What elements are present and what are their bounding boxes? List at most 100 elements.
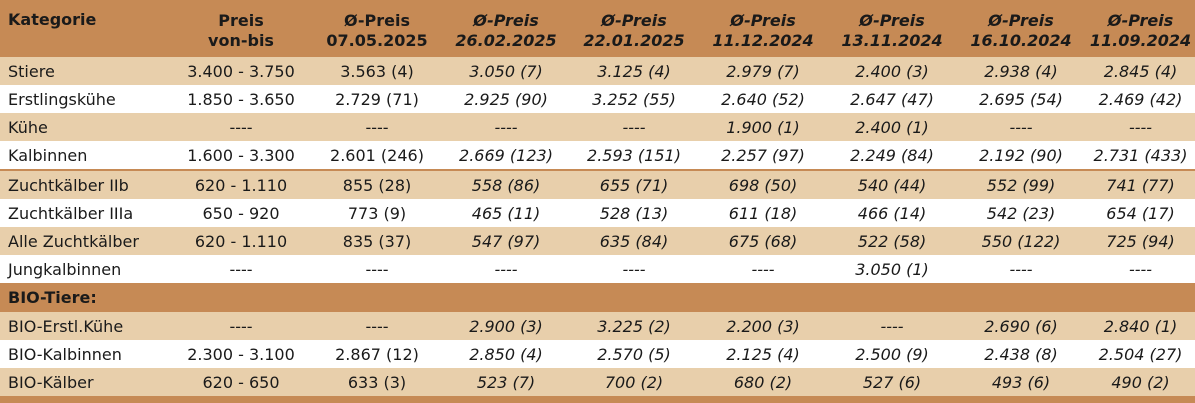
row-value: 2.729 (71) — [335, 89, 419, 109]
row-value: ---- — [365, 316, 389, 336]
row-category: BIO-Kalbinnen — [8, 344, 122, 364]
row-value: 547 (97) — [471, 231, 541, 251]
header-col-3-l2: 22.01.2025 — [583, 31, 685, 50]
row-value: ---- — [365, 259, 389, 279]
row-category: BIO-Kälber — [8, 372, 94, 392]
row-range: 650 - 920 — [202, 203, 280, 223]
row-value: 698 (50) — [728, 175, 798, 195]
row-value: 3.125 (4) — [597, 61, 671, 81]
header-col-1-l1: Ø-Preis — [343, 11, 410, 30]
row-value: 540 (44) — [857, 175, 927, 195]
header-col-1: Ø-Preis 07.05.2025 — [312, 0, 442, 51]
row-value: 611 (18) — [728, 203, 798, 223]
table-footer-band — [0, 396, 1195, 403]
table-row: Zuchtkälber IIIa 650 - 920 773 (9) 465 (… — [0, 199, 1195, 227]
row-value: 2.640 (52) — [721, 89, 805, 109]
row-value: ---- — [622, 259, 646, 279]
row-value: 3.563 (4) — [340, 61, 414, 81]
row-category: Kühe — [8, 117, 48, 137]
row-value: ---- — [494, 117, 518, 137]
row-range: 1.850 - 3.650 — [187, 89, 295, 109]
row-range: 620 - 1.110 — [194, 231, 288, 251]
table-header: Kategorie Preis von-bis Ø-Preis 07.05.20… — [0, 0, 1195, 57]
header-col-2: Ø-Preis 26.02.2025 — [442, 0, 570, 51]
row-value: 633 (3) — [347, 372, 407, 392]
row-range: ---- — [229, 316, 253, 336]
row-category: Stiere — [8, 61, 55, 81]
row-category: Erstlingskühe — [8, 89, 116, 109]
row-value: 654 (17) — [1106, 203, 1175, 223]
row-value: 741 (77) — [1106, 175, 1175, 195]
header-col-6-l2: 16.10.2024 — [970, 31, 1072, 50]
row-value: ---- — [365, 117, 389, 137]
header-col-4: Ø-Preis 11.12.2024 — [698, 0, 828, 51]
header-col-5-l1: Ø-Preis — [859, 11, 925, 30]
row-value: 2.500 (9) — [855, 344, 929, 364]
row-value: 2.438 (8) — [984, 344, 1058, 364]
row-value: 2.400 (3) — [855, 61, 929, 81]
row-range: ---- — [229, 117, 253, 137]
row-value: ---- — [1128, 117, 1153, 137]
row-value: 2.192 (90) — [979, 145, 1063, 165]
row-value: 2.900 (3) — [469, 316, 543, 336]
row-value: 2.867 (12) — [335, 344, 419, 364]
row-value: 493 (6) — [991, 372, 1051, 392]
table-row: BIO-Kälber 620 - 650 633 (3) 523 (7) 700… — [0, 368, 1195, 396]
row-value: 3.050 (1) — [855, 259, 929, 279]
table-row: Kühe ---- ---- ---- ---- 1.900 (1) 2.400… — [0, 113, 1195, 141]
row-value: 675 (68) — [728, 231, 798, 251]
row-value: 2.249 (84) — [850, 145, 934, 165]
header-col-6-l1: Ø-Preis — [988, 11, 1054, 30]
row-value: 680 (2) — [733, 372, 793, 392]
header-col-7: Ø-Preis 11.09.2024 — [1086, 0, 1195, 51]
row-range: 620 - 650 — [202, 372, 280, 392]
header-preis-line1: Preis — [218, 11, 264, 30]
row-value: 542 (23) — [986, 203, 1056, 223]
row-value: 1.900 (1) — [726, 117, 800, 137]
row-value: 2.647 (47) — [850, 89, 934, 109]
row-category: Alle Zuchtkälber — [8, 231, 139, 251]
row-value: 2.504 (27) — [1098, 344, 1183, 364]
row-value: 2.593 (151) — [587, 145, 681, 165]
row-value: 2.695 (54) — [979, 89, 1063, 109]
row-value: 2.125 (4) — [726, 344, 800, 364]
row-value: 528 (13) — [599, 203, 669, 223]
row-value: 773 (9) — [347, 203, 407, 223]
table-row: Alle Zuchtkälber 620 - 1.110 835 (37) 54… — [0, 227, 1195, 255]
row-value: 550 (122) — [981, 231, 1061, 251]
row-value: ---- — [880, 316, 904, 336]
row-category: Zuchtkälber IIIa — [8, 203, 134, 223]
header-col-6: Ø-Preis 16.10.2024 — [956, 0, 1086, 51]
table-row: BIO-Erstl.Kühe ---- ---- 2.900 (3) 3.225… — [0, 312, 1195, 340]
row-range: 620 - 1.110 — [194, 175, 288, 195]
section-header: BIO-Tiere: — [0, 283, 1195, 312]
table-row: Kalbinnen 1.600 - 3.300 2.601 (246) 2.66… — [0, 141, 1195, 169]
header-col-4-l2: 11.12.2024 — [712, 31, 814, 50]
row-value: 2.938 (4) — [984, 61, 1058, 81]
header-col-2-l1: Ø-Preis — [473, 11, 539, 30]
header-col-3: Ø-Preis 22.01.2025 — [570, 0, 698, 51]
row-value: 655 (71) — [599, 175, 669, 195]
row-value: 2.979 (7) — [726, 61, 800, 81]
table-row: Zuchtkälber IIb 620 - 1.110 855 (28) 558… — [0, 171, 1195, 199]
row-range: 3.400 - 3.750 — [187, 61, 295, 81]
row-category: Zuchtkälber IIb — [8, 175, 129, 195]
header-col-1-l2: 07.05.2025 — [326, 31, 428, 50]
row-value: 466 (14) — [857, 203, 927, 223]
table-row: Erstlingskühe 1.850 - 3.650 2.729 (71) 2… — [0, 85, 1195, 113]
section-label: BIO-Tiere: — [8, 288, 97, 307]
header-col-4-l1: Ø-Preis — [730, 11, 796, 30]
row-category: Jungkalbinnen — [8, 259, 122, 279]
row-value: 635 (84) — [599, 231, 669, 251]
row-value: 3.225 (2) — [597, 316, 671, 336]
row-value: 725 (94) — [1106, 231, 1175, 251]
row-value: 700 (2) — [604, 372, 664, 392]
row-value: 2.257 (97) — [721, 145, 805, 165]
table-row: Stiere 3.400 - 3.750 3.563 (4) 3.050 (7)… — [0, 57, 1195, 85]
table-row: Jungkalbinnen ---- ---- ---- ---- ---- 3… — [0, 255, 1195, 283]
row-separator — [0, 169, 1195, 171]
table-row: BIO-Kalbinnen 2.300 - 3.100 2.867 (12) 2… — [0, 340, 1195, 368]
header-col-3-l1: Ø-Preis — [601, 11, 667, 30]
row-value: 2.925 (90) — [464, 89, 548, 109]
row-value: 2.840 (1) — [1103, 316, 1178, 336]
